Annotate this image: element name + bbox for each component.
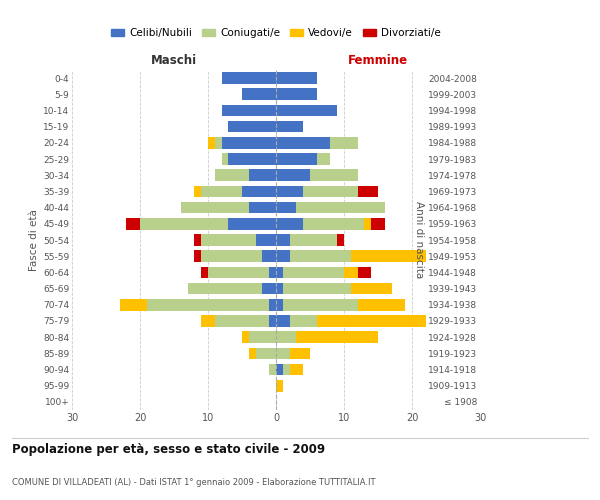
- Bar: [276, 170, 310, 181]
- Bar: [242, 186, 276, 198]
- Bar: [337, 234, 344, 246]
- Bar: [276, 380, 283, 392]
- Bar: [358, 299, 405, 310]
- Bar: [249, 332, 276, 343]
- Bar: [358, 186, 378, 198]
- Bar: [249, 348, 256, 359]
- Bar: [188, 282, 262, 294]
- Bar: [147, 299, 269, 310]
- Bar: [276, 282, 283, 294]
- Bar: [201, 315, 215, 327]
- Bar: [221, 153, 229, 165]
- Bar: [344, 266, 358, 278]
- Bar: [208, 137, 215, 148]
- Text: COMUNE DI VILLADEATI (AL) - Dati ISTAT 1° gennaio 2009 - Elaborazione TUTTITALIA: COMUNE DI VILLADEATI (AL) - Dati ISTAT 1…: [12, 478, 376, 487]
- Bar: [283, 364, 290, 376]
- Bar: [283, 282, 351, 294]
- Bar: [276, 72, 317, 84]
- Bar: [194, 234, 201, 246]
- Text: Maschi: Maschi: [151, 54, 197, 67]
- Bar: [229, 121, 276, 132]
- Bar: [303, 186, 358, 198]
- Bar: [215, 170, 249, 181]
- Bar: [371, 218, 385, 230]
- Bar: [201, 234, 256, 246]
- Bar: [262, 250, 276, 262]
- Text: Femmine: Femmine: [348, 54, 408, 67]
- Bar: [127, 218, 140, 230]
- Bar: [317, 153, 331, 165]
- Bar: [269, 266, 276, 278]
- Bar: [276, 153, 317, 165]
- Bar: [269, 315, 276, 327]
- Bar: [283, 299, 358, 310]
- Bar: [221, 104, 276, 117]
- Bar: [269, 364, 276, 376]
- Bar: [317, 315, 425, 327]
- Bar: [229, 218, 276, 230]
- Bar: [283, 266, 344, 278]
- Bar: [194, 186, 201, 198]
- Bar: [310, 170, 358, 181]
- Bar: [364, 218, 371, 230]
- Bar: [290, 234, 337, 246]
- Bar: [276, 104, 337, 117]
- Bar: [276, 218, 303, 230]
- Bar: [249, 170, 276, 181]
- Bar: [276, 137, 331, 148]
- Bar: [351, 250, 425, 262]
- Bar: [296, 202, 385, 213]
- Bar: [290, 364, 303, 376]
- Bar: [208, 266, 269, 278]
- Bar: [256, 234, 276, 246]
- Bar: [181, 202, 249, 213]
- Text: Popolazione per età, sesso e stato civile - 2009: Popolazione per età, sesso e stato civil…: [12, 442, 325, 456]
- Bar: [351, 282, 392, 294]
- Bar: [242, 88, 276, 100]
- Bar: [296, 332, 378, 343]
- Bar: [303, 218, 364, 230]
- Bar: [276, 88, 317, 100]
- Bar: [276, 315, 290, 327]
- Bar: [201, 186, 242, 198]
- Bar: [276, 186, 303, 198]
- Bar: [229, 153, 276, 165]
- Bar: [358, 266, 371, 278]
- Bar: [215, 137, 221, 148]
- Bar: [276, 348, 290, 359]
- Bar: [290, 315, 317, 327]
- Bar: [256, 348, 276, 359]
- Bar: [276, 234, 290, 246]
- Bar: [140, 218, 229, 230]
- Bar: [249, 202, 276, 213]
- Bar: [201, 250, 262, 262]
- Bar: [276, 250, 290, 262]
- Legend: Celibi/Nubili, Coniugati/e, Vedovi/e, Divorziati/e: Celibi/Nubili, Coniugati/e, Vedovi/e, Di…: [107, 24, 445, 42]
- Bar: [331, 137, 358, 148]
- Bar: [276, 299, 283, 310]
- Bar: [194, 250, 201, 262]
- Bar: [221, 137, 276, 148]
- Bar: [276, 202, 296, 213]
- Y-axis label: Fasce di età: Fasce di età: [29, 209, 39, 271]
- Bar: [242, 332, 249, 343]
- Bar: [201, 266, 208, 278]
- Bar: [290, 348, 310, 359]
- Bar: [269, 299, 276, 310]
- Bar: [215, 315, 269, 327]
- Bar: [276, 332, 296, 343]
- Bar: [276, 266, 283, 278]
- Bar: [262, 282, 276, 294]
- Bar: [119, 299, 147, 310]
- Bar: [276, 364, 283, 376]
- Bar: [290, 250, 351, 262]
- Y-axis label: Anni di nascita: Anni di nascita: [414, 202, 424, 278]
- Bar: [276, 121, 303, 132]
- Bar: [221, 72, 276, 84]
